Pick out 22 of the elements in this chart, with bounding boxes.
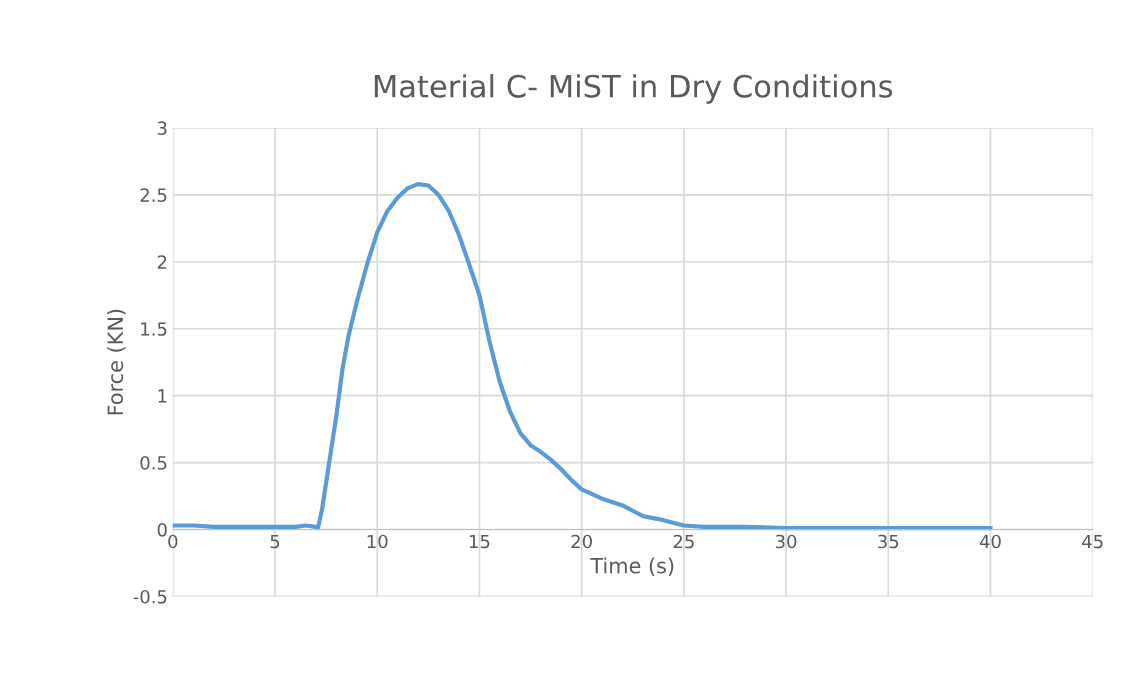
x-tick-label: 30: [775, 534, 797, 549]
chart-title: Material C- MiST in Dry Conditions: [374, 74, 893, 104]
y-tick-label: 3: [157, 121, 167, 136]
x-tick-label: 35: [878, 534, 899, 549]
y-axis-title: Force (KN): [107, 309, 126, 415]
line-series: [172, 182, 993, 531]
y-tick-label: 0.5: [140, 456, 167, 470]
x-tick-label: 15: [469, 534, 490, 549]
y-tick-label: 1: [158, 389, 167, 403]
x-tick-label: 20: [571, 534, 592, 549]
x-tick-label: 5: [270, 534, 280, 549]
x-tick-label: 25: [673, 534, 694, 549]
x-tick-label: 45: [1082, 534, 1103, 549]
y-tick-label: 2.5: [140, 188, 167, 202]
y-tick-label: 1.5: [141, 322, 167, 336]
y-tick-label: -0.5: [133, 589, 167, 604]
x-tick-label: 10: [367, 534, 388, 549]
x-tick-label: 40: [979, 534, 1001, 549]
y-tick-label: 2: [157, 255, 167, 269]
x-axis-title: Time (s): [590, 557, 674, 576]
y-tick-label: 0: [157, 522, 167, 537]
x-tick-label: 0: [168, 534, 178, 549]
